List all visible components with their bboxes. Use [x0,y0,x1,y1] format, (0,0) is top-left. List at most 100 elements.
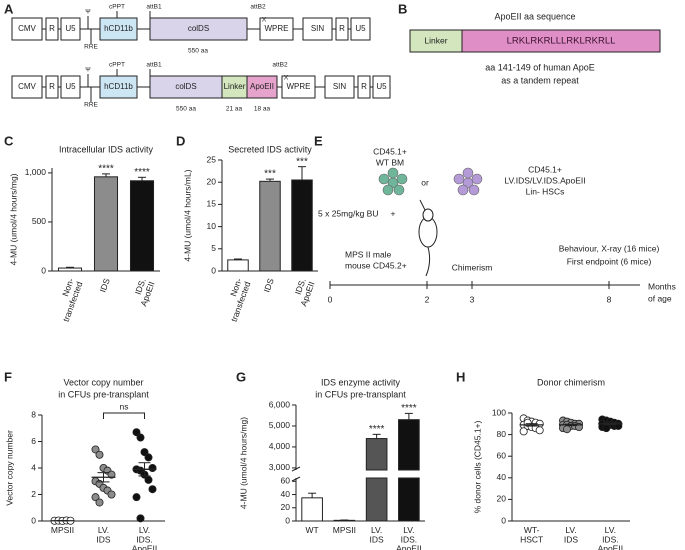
event-label: Chimerism [452,262,493,272]
chart-title: in CFUs pre-transplant [315,389,406,399]
box-label: U5 [376,82,387,91]
data-point [95,498,104,507]
construct-note: attB2 [272,62,288,69]
data-point [602,424,611,433]
y-tick-label: 5 [211,243,216,253]
x-tick-label: LV. IDS. ApoEII [132,525,158,550]
box-label: U5 [65,82,76,91]
y-tick-label: 60 [281,476,291,486]
timeline-unit: of age [648,293,672,303]
y-axis-label: 4-MU (umol/4 hours/mL) [182,169,192,261]
mouse-tail [425,246,431,277]
x-tick-label: LV. IDS. ApoEII [598,525,624,550]
data-point [136,433,145,442]
y-tick-label: 6 [31,436,36,446]
data-point [535,426,544,435]
chart-title: Vector copy number [63,377,143,387]
box-label: SIN [311,24,325,33]
y-axis-label: Vector copy number [4,430,14,506]
construct-box [99,17,138,41]
y-tick-label: 15 [207,199,217,209]
bar-lower [398,477,420,522]
donor-label: CD45.1+ [373,146,407,156]
data-point [144,475,153,484]
construct-note: X [284,75,289,82]
timeline-tick-label: 3 [470,294,475,304]
data-point [519,427,528,436]
y-tick-label: 10 [207,221,217,231]
bar [259,180,281,272]
x-tick-label: Non-transfected [52,277,85,323]
construct-box [11,75,43,99]
construct-note: cPPT [109,4,125,11]
x-tick-label: IDS [98,277,112,294]
x-tick-label: WT-HSCT [520,525,543,544]
recipient-label: MPS II male [345,249,392,259]
cell [393,184,405,196]
axis-break [291,466,301,472]
plus-label: + [391,208,396,218]
timeline-unit: Months [648,281,676,291]
construct-note: RRE [84,102,98,109]
caption: aa 141-149 of human ApoE [485,62,595,72]
cell [468,184,480,196]
significance: *** [264,169,276,180]
box-label: hCD11b [104,24,133,33]
timeline-tick-label: 2 [425,294,430,304]
y-axis-label: 4-MU (umol/4 hours/mg) [8,173,18,265]
conditioning-label: 5 x 25mg/kg BU [318,208,378,218]
construct-box [350,17,371,41]
significance: *** [296,156,308,167]
or-label: or [421,177,429,187]
timeline-tick-label: 8 [607,294,612,304]
data-point [91,493,100,502]
y-tick-label: 100 [492,407,506,417]
construct-box [357,75,371,99]
cell [453,173,465,185]
construct-note: 18 aa [254,106,271,113]
construct-box [372,75,391,99]
construct-box [45,75,59,99]
data-point [91,445,100,454]
construct-box [60,75,81,99]
y-axis-label: % donor cells (CD45.1+) [472,420,482,513]
data-point [132,428,141,437]
construct-box [302,17,333,41]
x-tick-label: MPSII [333,525,356,535]
data-point [144,453,153,462]
y-tick-label: 3,000 [269,462,291,472]
box-label: R [339,24,345,33]
cell [387,167,399,179]
panel-label: E [314,133,323,148]
y-tick-label: 80 [497,429,507,439]
significance: **** [401,403,417,414]
x-tick-label: WT [306,525,319,535]
panel-label: A [4,1,14,16]
box-label: WPRE [287,82,311,91]
bar [57,267,83,272]
sequence-box [461,29,661,53]
data-point [563,425,572,434]
bar [291,179,313,272]
construct-box [324,75,355,99]
x-tick-label: IDS.ApoEII [290,277,317,308]
y-tick-label: 2 [31,489,36,499]
construct-box [11,17,43,41]
data-point [148,485,157,494]
x-tick-label: Non-transfected [220,277,253,323]
mouse-head [422,208,434,222]
significance: **** [369,424,385,435]
construct-note: attB2 [250,4,266,11]
x-tick-label: IDS [262,277,276,294]
chart-title: Intracellular IDS activity [59,144,154,154]
panel-label: C [4,133,14,148]
construct-box [259,17,294,41]
y-tick-label: 4,000 [269,441,291,451]
cell [378,173,390,185]
bar [365,438,388,471]
y-tick-label: 20 [281,502,291,512]
chart-title: in CFUs pre-transplant [58,389,149,399]
box-label: CMV [18,82,36,91]
data-point [107,490,116,499]
box-label: CMV [18,24,36,33]
